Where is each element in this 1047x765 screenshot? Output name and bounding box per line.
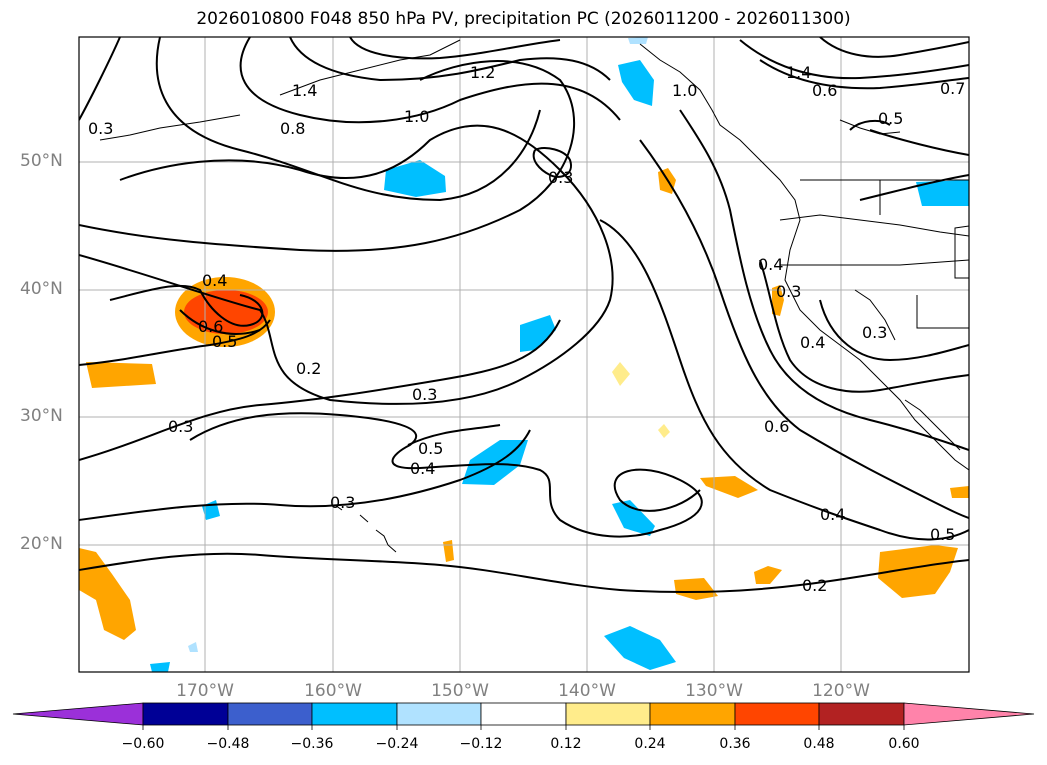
colorbar-extend-low (12, 702, 144, 726)
pv-contours (79, 37, 969, 594)
precip-negative-area (150, 662, 170, 672)
lat-label-20n: 20°N (20, 534, 63, 554)
map-title: 2026010800 F048 850 hPa PV, precipitatio… (196, 9, 851, 29)
lon-label-150w: 150°W (431, 681, 489, 701)
contour-labels: 1.4 1.2 1.0 0.8 0.3 0.3 0.4 0.6 0.5 0.2 … (88, 63, 965, 595)
colorbar-segment (227, 702, 313, 726)
contour-label: 0.3 (330, 493, 355, 512)
contour-label: 1.2 (470, 63, 495, 82)
lat-label-40n: 40°N (20, 279, 63, 299)
colorbar-tick-label: −0.36 (290, 736, 334, 752)
lon-label-170w: 170°W (176, 681, 234, 701)
contour-label: 0.4 (800, 333, 825, 352)
precip-positive-area (79, 548, 136, 640)
colorbar-segment (480, 702, 567, 726)
precip-positive-area (772, 285, 784, 316)
lat-label-30n: 30°N (20, 406, 63, 426)
contour-label: 1.0 (672, 81, 697, 100)
contour-label: 1.0 (404, 107, 429, 126)
contour-label: 0.6 (812, 81, 837, 100)
lon-label-130w: 130°W (685, 681, 743, 701)
lon-label-120w: 120°W (812, 681, 870, 701)
contour-label: 0.6 (764, 417, 789, 436)
colorbar-tick-label: 0.12 (550, 736, 582, 752)
precip-strong-positive-area (184, 290, 268, 334)
lon-label-140w: 140°W (558, 681, 616, 701)
precip-positive-area (950, 486, 969, 498)
precip-negative-area (916, 180, 969, 206)
graticule (79, 37, 969, 672)
contour-label: 0.4 (202, 271, 227, 290)
colorbar-segment (311, 702, 398, 726)
precip-positive-area (878, 545, 958, 598)
colorbar-tick-label: 0.60 (888, 736, 920, 752)
colorbar-extend-high (903, 702, 1035, 726)
contour-label: 0.3 (862, 323, 887, 342)
precip-negative-area (384, 160, 446, 197)
contour-label: 0.5 (418, 439, 443, 458)
colorbar-segment (396, 702, 482, 726)
contour-label: 0.4 (820, 505, 845, 524)
contour-label: 0.5 (212, 332, 237, 351)
colorbar-tick-label: −0.24 (375, 736, 419, 752)
colorbar-tick-label: 0.24 (634, 736, 666, 752)
colorbar-segment (734, 702, 820, 726)
lat-label-50n: 50°N (20, 151, 63, 171)
contour-label: 0.3 (412, 385, 437, 404)
precip-weak-positive-area (658, 424, 670, 438)
contour-label: 0.5 (878, 109, 903, 128)
map-frame (78, 36, 970, 673)
contour-label: 0.5 (930, 525, 955, 544)
precip-positive-area (700, 476, 758, 498)
colorbar-segment (565, 702, 651, 726)
precip-negative-area (188, 642, 198, 652)
colorbar-tick-label: −0.12 (459, 736, 503, 752)
contour-label: 1.4 (786, 63, 811, 82)
lon-label-160w: 160°W (304, 681, 362, 701)
precip-positive-area (674, 578, 718, 600)
contour-label: 0.8 (280, 119, 305, 138)
contour-label: 1.4 (292, 81, 317, 100)
precip-negative-area (612, 500, 655, 536)
contour-label: 0.4 (410, 459, 435, 478)
colorbar-tick-label: −0.60 (121, 736, 165, 752)
contour-label: 0.2 (802, 576, 827, 595)
precip-negative-area (618, 60, 654, 106)
contour-label: 0.6 (198, 317, 223, 336)
colorbar-tick-label: −0.48 (206, 736, 250, 752)
precip-positive-area (754, 566, 782, 584)
colorbar-segment (818, 702, 905, 726)
precip-negative-area (628, 37, 648, 44)
contour-label: 0.4 (758, 255, 783, 274)
colorbar (12, 702, 1035, 730)
precip-negative-area (604, 626, 676, 670)
colorbar-tick-label: 0.36 (719, 736, 751, 752)
contour-label: 0.2 (296, 359, 321, 378)
contour-label: 0.3 (168, 417, 193, 436)
contour-label: 0.7 (940, 79, 965, 98)
precip-positive-area (86, 362, 156, 388)
contour-label: 0.3 (88, 119, 113, 138)
contour-label: 0.3 (776, 282, 801, 301)
precip-weak-positive-area (612, 362, 630, 386)
colorbar-segment (649, 702, 736, 726)
colorbar-tick-label: 0.48 (803, 736, 835, 752)
colorbar-segment (142, 702, 229, 726)
precip-positive-area (443, 540, 454, 562)
precip-negative-area (462, 440, 528, 485)
coastlines (99, 39, 969, 553)
contour-label: 0.3 (548, 168, 573, 187)
precip-negative-area (520, 315, 556, 352)
